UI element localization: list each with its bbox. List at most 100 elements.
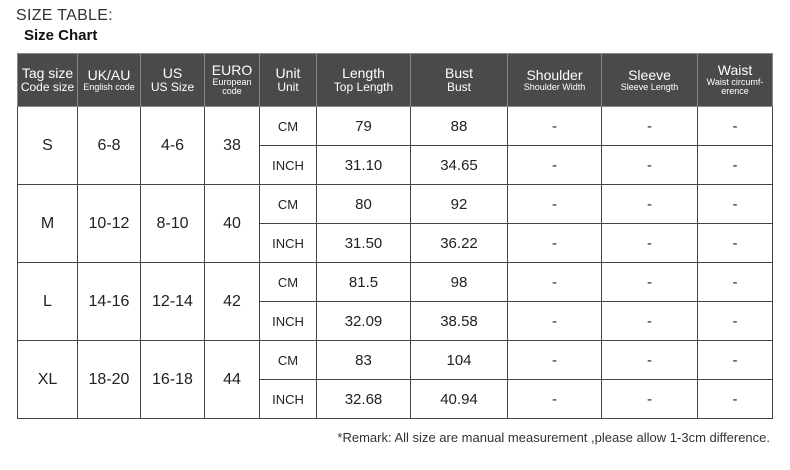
cell-tag: L	[17, 262, 78, 341]
cell-unit: CM	[259, 262, 317, 302]
column-header: UK/AU English code	[77, 53, 141, 107]
header-sub: Top Length	[333, 80, 394, 95]
cell-value: -	[697, 145, 773, 185]
cell-unit: INCH	[259, 301, 317, 341]
table-row: L 14-16 12-14 42 CM 81.5 98- - -	[17, 262, 773, 341]
cell-value: -	[697, 301, 773, 341]
header-sub: US Size	[150, 80, 195, 95]
cell-value: 92	[410, 184, 508, 224]
column-header: Length Top Length	[316, 53, 411, 107]
cell-value: 31.50	[316, 223, 411, 263]
cell-value: -	[697, 184, 773, 224]
cell-value: -	[507, 262, 602, 302]
cell-value: -	[601, 223, 698, 263]
header-sub: Sleeve Length	[620, 81, 679, 92]
cell-us: 16-18	[140, 340, 205, 419]
column-header: Sleeve Sleeve Length	[601, 53, 698, 107]
cell-value: 34.65	[410, 145, 508, 185]
header-main: Shoulder	[526, 66, 583, 83]
cell-unit: CM	[259, 340, 317, 380]
cell-uk: 6-8	[77, 106, 141, 185]
cell-value: -	[507, 379, 602, 419]
cell-value: 83	[316, 340, 411, 380]
cell-value: 88	[410, 106, 508, 146]
header-sub: Unit	[277, 80, 299, 95]
cell-value: -	[697, 379, 773, 419]
table-row: XL 18-20 16-18 44 CM 83 104- - -	[17, 340, 773, 419]
cell-euro: 44	[204, 340, 260, 419]
header-sub: English code	[83, 81, 135, 92]
cell-value: -	[601, 262, 698, 302]
cell-value: -	[507, 223, 602, 263]
cell-value: -	[507, 145, 602, 185]
cell-tag: S	[17, 106, 78, 185]
cell-value: -	[697, 262, 773, 302]
header-sub: Waist circumf-erence	[706, 76, 764, 97]
header-sub: Code size	[20, 80, 75, 95]
cell-us: 8-10	[140, 184, 205, 263]
header-sub: European code	[212, 76, 252, 97]
cell-tag: M	[17, 184, 78, 263]
cell-value: -	[697, 106, 773, 146]
column-header: Tag size Code size	[17, 53, 78, 107]
cell-uk: 10-12	[77, 184, 141, 263]
cell-unit: CM	[259, 106, 317, 146]
cell-value: -	[601, 106, 698, 146]
cell-value: -	[601, 340, 698, 380]
header-main: Length	[342, 65, 385, 82]
header-main: UK/AU	[87, 66, 131, 83]
cell-unit: CM	[259, 184, 317, 224]
cell-euro: 40	[204, 184, 260, 263]
cell-us: 12-14	[140, 262, 205, 341]
header-main: Unit	[275, 65, 301, 82]
cell-unit: INCH	[259, 145, 317, 185]
cell-value: -	[507, 106, 602, 146]
cell-uk: 14-16	[77, 262, 141, 341]
table-row: M 10-12 8-10 40 CM 80 92- - -	[17, 184, 773, 263]
header-main: US	[162, 65, 183, 82]
cell-us: 4-6	[140, 106, 205, 185]
cell-euro: 42	[204, 262, 260, 341]
cell-value: 36.22	[410, 223, 508, 263]
size-table-title: SIZE TABLE:	[16, 7, 113, 24]
cell-value: -	[507, 184, 602, 224]
cell-uk: 18-20	[77, 340, 141, 419]
header-sub: Bust	[446, 80, 471, 95]
cell-unit: INCH	[259, 379, 317, 419]
header-main: Waist	[717, 62, 753, 79]
cell-value: 40.94	[410, 379, 508, 419]
header-main: Tag size	[21, 65, 74, 82]
size-chart-table: Tag size Code size UK/AU English code US US S…	[17, 53, 773, 419]
column-header: Waist Waist circumf-erence	[697, 53, 773, 107]
cell-unit: INCH	[259, 223, 317, 263]
table-row: INCH 32.68 40.94- - -	[18, 379, 773, 419]
column-header: US US Size	[140, 53, 205, 107]
cell-value: -	[601, 184, 698, 224]
header-sub: Shoulder Width	[523, 81, 586, 92]
header-main: Bust	[444, 65, 473, 82]
cell-value: 31.10	[316, 145, 411, 185]
cell-value: 32.68	[316, 379, 411, 419]
cell-value: 79	[316, 106, 411, 146]
cell-value: 80	[316, 184, 411, 224]
cell-value: -	[601, 379, 698, 419]
cell-value: -	[697, 340, 773, 380]
cell-euro: 38	[204, 106, 260, 185]
cell-value: -	[507, 301, 602, 341]
remark-note: *Remark: All size are manual measurement…	[337, 430, 770, 445]
header-main: EURO	[211, 62, 253, 79]
header-main: Sleeve	[628, 66, 671, 83]
cell-value: -	[507, 340, 602, 380]
cell-value: 81.5	[316, 262, 411, 302]
cell-value: 98	[410, 262, 508, 302]
column-header: Bust Bust	[410, 53, 508, 107]
column-header: Shoulder Shoulder Width	[507, 53, 602, 107]
size-chart-subtitle: Size Chart	[24, 27, 98, 44]
table-row: S 6-8 4-6 38 CM 79 88- - -	[17, 106, 773, 185]
cell-value: 104	[410, 340, 508, 380]
table-row: INCH 31.10 34.65- - -	[18, 145, 773, 185]
table-row: INCH 32.09 38.58- - -	[18, 301, 773, 341]
cell-value: 32.09	[316, 301, 411, 341]
cell-value: -	[697, 223, 773, 263]
cell-value: -	[601, 145, 698, 185]
